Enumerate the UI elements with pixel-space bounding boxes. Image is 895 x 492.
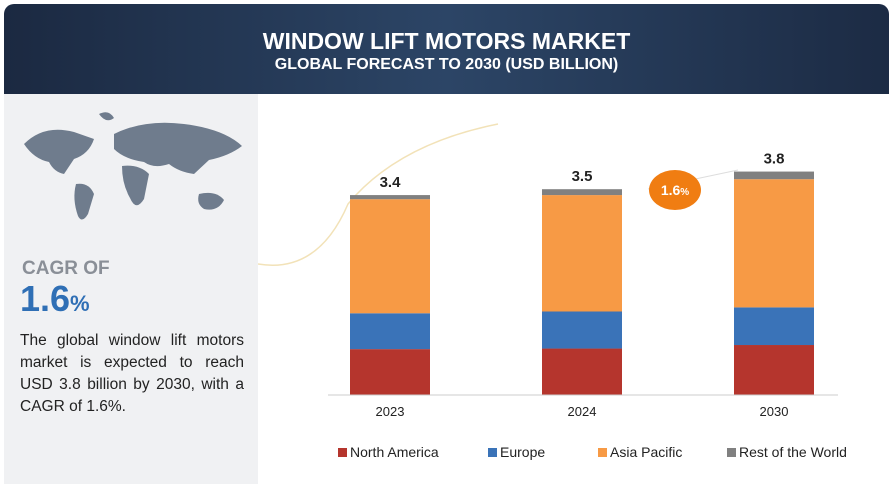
bar-segment	[734, 345, 814, 395]
bar-segment	[350, 195, 430, 200]
legend-swatch	[727, 448, 736, 457]
world-map	[24, 112, 242, 220]
total-label: 3.8	[764, 151, 785, 168]
bar-segment	[734, 179, 814, 308]
bubble-shape	[649, 170, 701, 210]
cagr-bubble: 1.6%	[649, 170, 701, 210]
legend-label: North America	[350, 444, 439, 460]
x-tick-label: 2023	[376, 404, 405, 419]
bar-segment	[734, 171, 814, 180]
total-label: 3.4	[380, 174, 402, 191]
legend-label: Asia Pacific	[610, 444, 682, 460]
x-tick-label: 2024	[568, 404, 597, 419]
bar-segment	[542, 311, 622, 349]
description: The global window lift motors market is …	[20, 332, 244, 415]
legend-swatch	[488, 448, 497, 457]
bar-segment	[542, 195, 622, 312]
decor-curve	[258, 123, 499, 266]
cagr-label: CAGR OF	[22, 258, 110, 279]
legend-label: Rest of the World	[739, 444, 847, 460]
subtitle: GLOBAL FORECAST TO 2030 (USD BILLION)	[274, 56, 619, 73]
bar-segment	[734, 307, 814, 346]
bubble-number: 1.6	[661, 182, 681, 198]
legend-label: Europe	[500, 444, 545, 460]
bar-segment	[350, 199, 430, 314]
bar-segment	[350, 349, 430, 395]
cagr-unit: %	[70, 291, 90, 316]
bar-segment	[542, 348, 622, 395]
bubble-text: 1.6%	[661, 182, 689, 198]
title: WINDOW LIFT MOTORS MARKET	[262, 28, 631, 54]
bar-segment	[350, 313, 430, 350]
bar-segment	[542, 189, 622, 196]
cagr-number: 1.6	[20, 278, 71, 319]
bubble-unit: %	[680, 187, 689, 198]
chart: 3.4 2023 3.5 2024 3.8 2030 North America Europe…	[258, 123, 847, 460]
legend-swatch	[338, 448, 347, 457]
legend-swatch	[598, 448, 607, 457]
header: WINDOW LIFT MOTORS MARKET GLOBAL FORECAS…	[4, 4, 889, 94]
cagr-value: 1.6%	[20, 278, 90, 320]
total-label: 3.5	[572, 168, 593, 185]
x-tick-label: 2030	[760, 404, 789, 419]
side-panel: CAGR OF 1.6% The global window lift moto…	[4, 94, 258, 484]
